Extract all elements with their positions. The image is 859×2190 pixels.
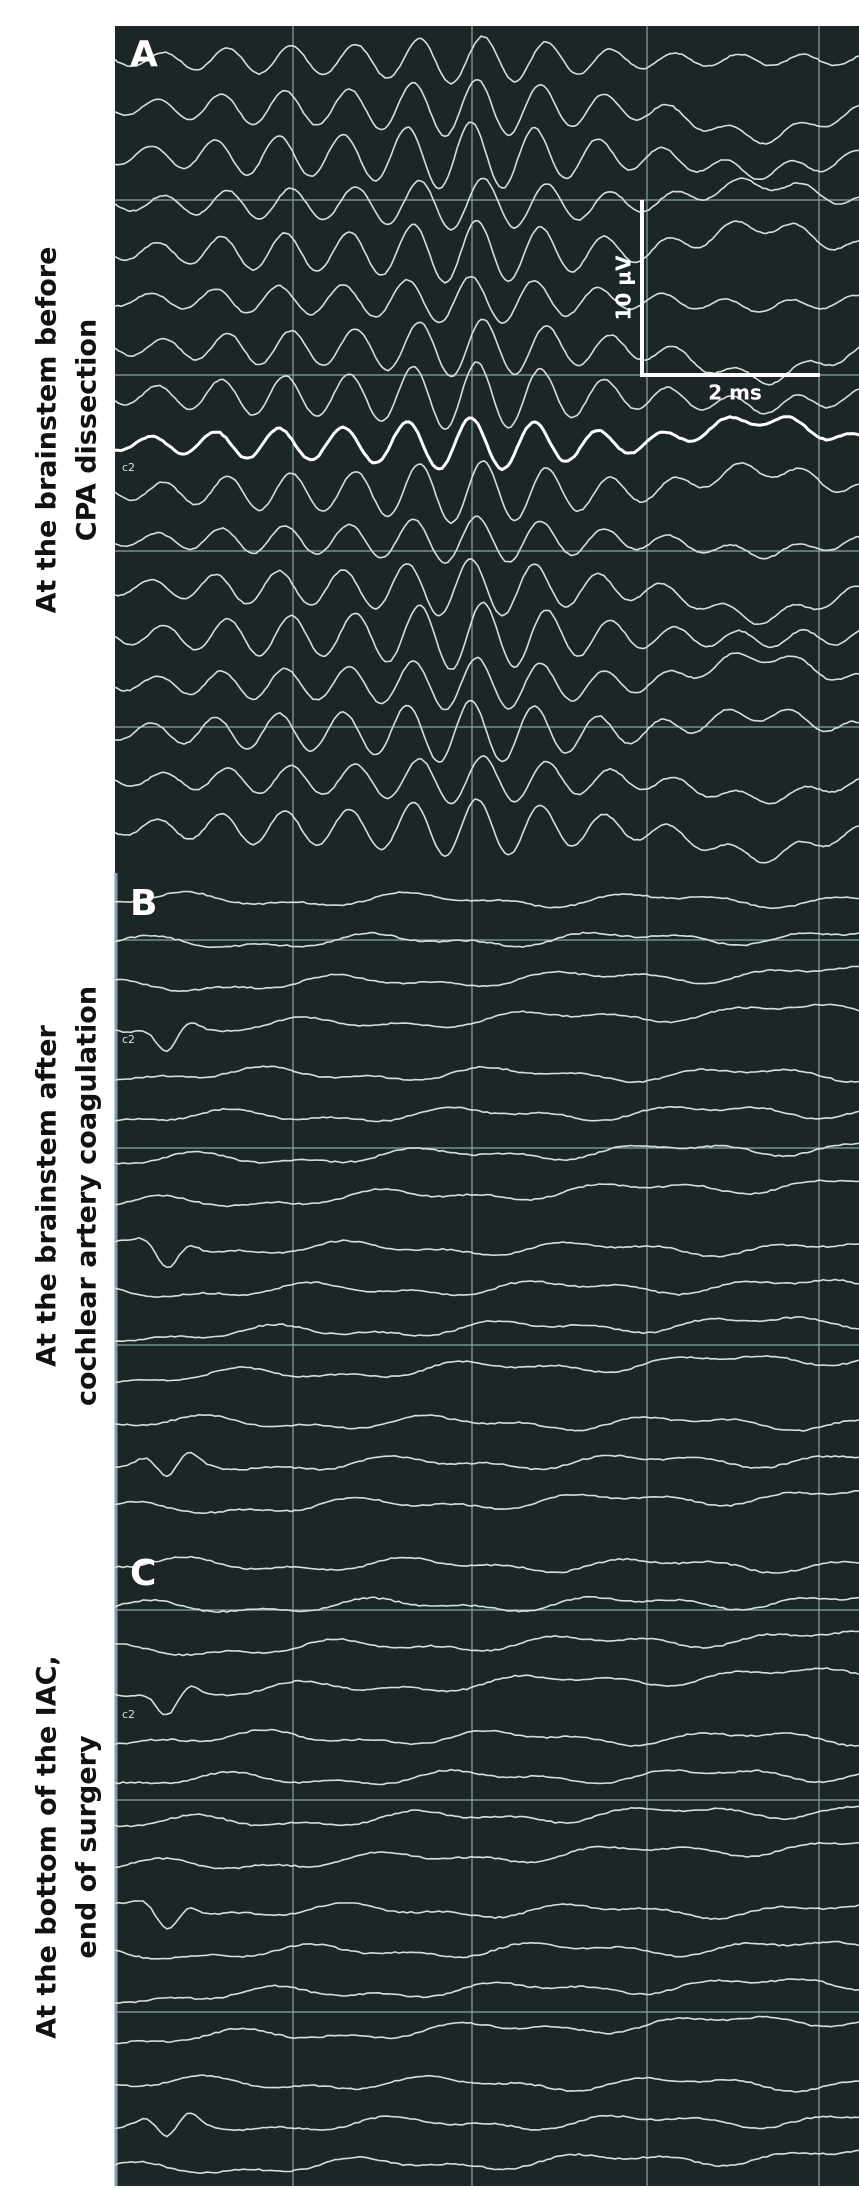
- trace: [114, 755, 859, 805]
- trace: [114, 1595, 859, 1614]
- scale-label: 2 ms: [708, 381, 762, 405]
- trace: [114, 121, 859, 190]
- trace: [114, 177, 859, 231]
- trace: [114, 1841, 859, 1870]
- trace: [114, 1179, 859, 1208]
- channel-label: c2: [122, 1033, 135, 1046]
- panel-label: C: [130, 1553, 156, 1594]
- channel-label: c2: [122, 461, 135, 474]
- caption: CPA dissection: [72, 319, 103, 541]
- trace: [114, 2074, 859, 2093]
- trace: [114, 35, 859, 85]
- panel-label: A: [130, 34, 158, 75]
- trace: [114, 1413, 859, 1432]
- trace: [114, 1667, 859, 1716]
- trace: [114, 220, 859, 284]
- panel-c-bg: [115, 1530, 859, 2186]
- trace: [114, 798, 859, 864]
- trace: [114, 1236, 859, 1269]
- trace: [114, 78, 859, 145]
- trace: [114, 361, 859, 431]
- caption: end of surgery: [72, 1735, 103, 1959]
- caption: At the bottom of the IAC,: [32, 1655, 63, 2038]
- trace: [114, 1065, 859, 1084]
- trace: [114, 2149, 859, 2175]
- trace: [114, 1900, 859, 1930]
- caption: At the brainstem after: [32, 1024, 63, 1366]
- panel-a-bg: [115, 26, 859, 873]
- trace: [114, 1940, 859, 1960]
- trace: [114, 558, 859, 626]
- panel-b-bg: [115, 873, 859, 1530]
- trace: [114, 1630, 859, 1657]
- channel-label: c2: [122, 1708, 135, 1721]
- trace: [114, 515, 859, 565]
- trace: [114, 1003, 859, 1053]
- trace: [114, 931, 859, 949]
- trace: [114, 1728, 859, 1748]
- trace: [114, 1805, 859, 1828]
- trace: [114, 1978, 859, 2005]
- caption: cochlear artery coagulation: [72, 986, 103, 1406]
- trace: [114, 1490, 859, 1515]
- trace: [114, 1354, 859, 1384]
- trace: [114, 1105, 859, 1123]
- trace: [114, 1316, 859, 1343]
- trace: [114, 699, 859, 763]
- trace: [115, 415, 859, 472]
- trace: [114, 965, 859, 993]
- trace: [114, 1555, 859, 1574]
- traces: [114, 35, 859, 2175]
- caption: At the brainstem before: [32, 247, 63, 614]
- trace: [114, 2015, 859, 2045]
- trace: [114, 1768, 859, 1786]
- trace: [114, 2112, 859, 2138]
- trace: [114, 890, 859, 910]
- trace: [114, 275, 859, 325]
- trace: [114, 318, 859, 386]
- trace: [114, 601, 859, 670]
- trace: [114, 460, 859, 525]
- trace: [114, 1451, 859, 1478]
- trace: [114, 652, 859, 711]
- trace: [114, 1278, 859, 1298]
- trace: [114, 1142, 859, 1165]
- scale-label: 10 µV: [612, 255, 636, 321]
- panel-label: B: [130, 883, 157, 924]
